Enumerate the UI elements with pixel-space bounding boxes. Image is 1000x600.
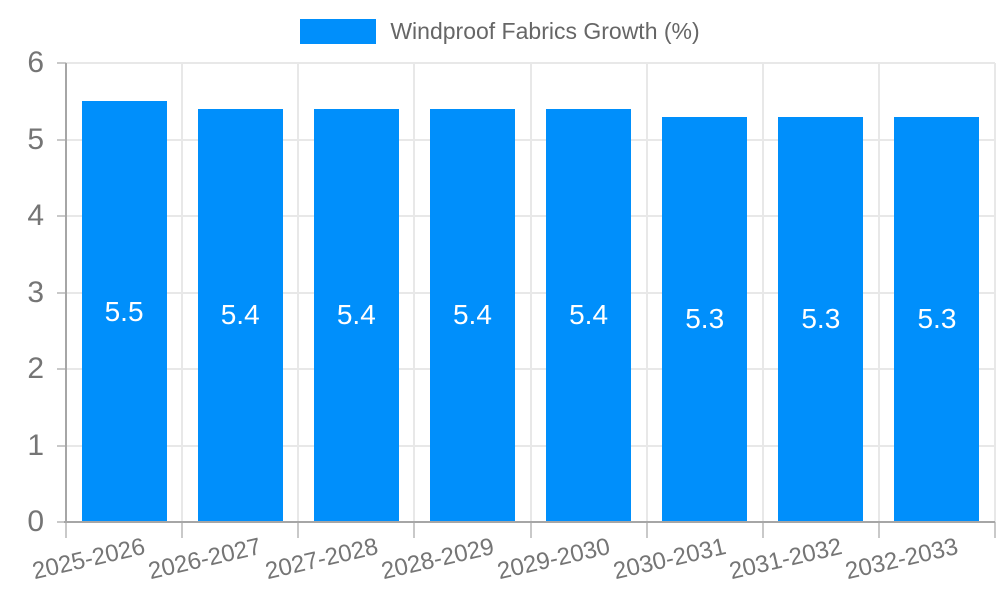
y-tick-mark (57, 215, 66, 217)
bar-value-label: 5.5 (104, 295, 144, 327)
x-tick-mark (181, 522, 184, 538)
bar-value-label: 5.4 (220, 299, 260, 331)
x-tick-label: 2030-2031 (610, 533, 729, 586)
y-tick-mark (57, 368, 66, 370)
bar[interactable]: 5.4 (546, 108, 632, 522)
bar-value-label: 5.3 (685, 303, 725, 335)
y-tick-label: 1 (27, 428, 44, 462)
y-tick-mark (57, 291, 66, 294)
x-grid-line (181, 63, 184, 522)
bar[interactable]: 5.3 (662, 116, 748, 522)
y-tick-label: 6 (27, 46, 44, 79)
x-tick-label: 2027-2028 (262, 533, 381, 586)
x-tick-mark (529, 522, 532, 538)
bar[interactable]: 5.4 (429, 108, 515, 522)
x-tick-label: 2031-2032 (726, 533, 845, 586)
y-tick-mark (57, 138, 66, 141)
bar-value-label: 5.3 (801, 303, 841, 335)
x-tick-label: 2032-2033 (842, 533, 961, 586)
legend-label: Windproof Fabrics Growth (%) (390, 18, 700, 44)
x-tick-mark (297, 522, 300, 538)
x-tick-mark (994, 522, 996, 538)
x-tick-label: 2028-2029 (378, 533, 497, 586)
bar[interactable]: 5.4 (313, 108, 399, 522)
bar-value-label: 5.4 (569, 299, 609, 331)
x-tick-label: 2026-2027 (146, 533, 265, 586)
y-tick-mark (57, 444, 66, 447)
bar[interactable]: 5.5 (81, 101, 167, 522)
bar-value-label: 5.4 (452, 299, 492, 331)
x-tick-mark (65, 522, 67, 538)
y-tick-label: 5 (27, 122, 44, 156)
legend-swatch-icon (300, 18, 377, 44)
y-tick-label: 0 (27, 505, 44, 538)
x-tick-mark (413, 522, 416, 538)
x-tick-label: 2029-2030 (494, 533, 613, 586)
plot-area: 5.5 5.4 5.4 5.4 5.4 5.3 5.3 5.3 (66, 62, 996, 523)
y-tick-label: 4 (27, 199, 44, 232)
y-tick-mark (57, 521, 66, 523)
x-axis-line (64, 521, 995, 523)
bar[interactable]: 5.4 (197, 108, 283, 522)
y-axis-line (65, 63, 67, 522)
x-grid-line (413, 63, 416, 522)
bar-value-label: 5.4 (336, 299, 376, 331)
x-tick-mark (761, 522, 764, 538)
x-grid-line (297, 63, 300, 522)
bar[interactable]: 5.3 (894, 116, 980, 522)
legend-item[interactable]: Windproof Fabrics Growth (%) (0, 17, 1000, 45)
y-tick-label: 3 (27, 275, 44, 309)
y-tick-mark (57, 62, 66, 64)
x-tick-mark (645, 522, 648, 538)
x-grid-line (529, 63, 532, 522)
bar[interactable]: 5.3 (778, 116, 864, 522)
x-tick-mark (877, 522, 880, 538)
x-grid-line (761, 63, 764, 522)
bar-value-label: 5.3 (917, 303, 957, 335)
x-grid-line (645, 63, 648, 522)
y-tick-label: 2 (27, 352, 44, 385)
x-grid-line (994, 63, 996, 522)
x-grid-line (877, 63, 880, 522)
x-tick-label: 2025-2026 (29, 533, 148, 586)
